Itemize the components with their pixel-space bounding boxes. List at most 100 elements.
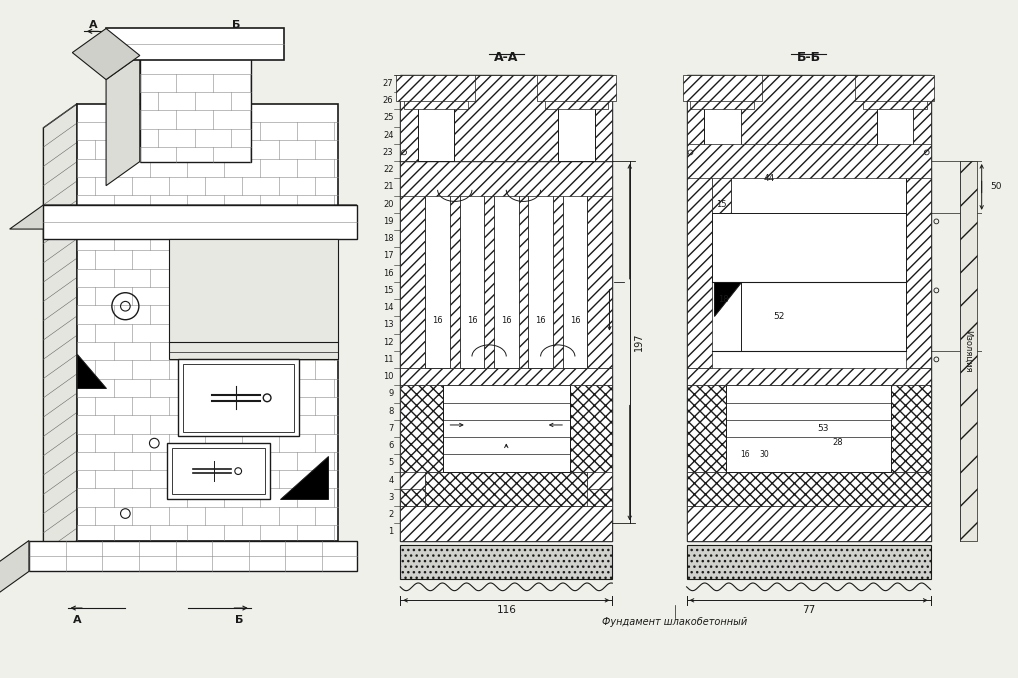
Text: 116: 116	[497, 605, 516, 615]
Text: 18: 18	[718, 294, 729, 304]
Bar	[712, 213, 905, 230]
Bar	[44, 205, 356, 239]
Text: 15: 15	[383, 286, 393, 295]
Text: Б: Б	[232, 20, 240, 30]
Polygon shape	[44, 104, 77, 565]
Bar	[686, 75, 930, 540]
Bar	[712, 161, 731, 213]
Bar	[494, 178, 518, 368]
Bar	[876, 75, 913, 161]
Text: 15: 15	[716, 199, 727, 209]
Text: 20: 20	[383, 199, 393, 209]
Bar	[528, 178, 553, 368]
Text: 21: 21	[383, 182, 393, 191]
Text: 5: 5	[388, 458, 393, 467]
Bar	[905, 161, 930, 368]
Bar	[863, 75, 926, 109]
Bar	[400, 506, 613, 540]
Bar	[29, 540, 356, 572]
Bar	[545, 75, 609, 109]
Text: 24: 24	[383, 131, 393, 140]
Text: А: А	[90, 20, 98, 30]
Text: 16: 16	[741, 450, 750, 459]
Bar	[558, 75, 595, 161]
Polygon shape	[0, 540, 29, 595]
Text: 16: 16	[501, 316, 512, 325]
Polygon shape	[72, 28, 139, 79]
Text: 1: 1	[388, 527, 393, 536]
Text: 2: 2	[388, 510, 393, 519]
Polygon shape	[280, 456, 328, 499]
Text: 19: 19	[383, 217, 393, 226]
Bar	[595, 75, 613, 161]
Bar	[178, 359, 299, 437]
Bar	[454, 75, 558, 161]
Bar	[553, 178, 563, 368]
Text: 16: 16	[383, 268, 393, 278]
Text: 44: 44	[764, 174, 775, 183]
Bar	[426, 178, 450, 368]
Text: 11: 11	[383, 355, 393, 364]
Bar	[167, 443, 270, 499]
Text: А: А	[73, 615, 81, 624]
Text: А-А: А-А	[494, 51, 518, 64]
Bar	[426, 471, 587, 506]
Text: 52: 52	[774, 312, 785, 321]
Bar	[913, 75, 930, 161]
Bar	[686, 471, 930, 506]
Text: 12: 12	[383, 338, 393, 346]
Bar	[77, 104, 338, 540]
Text: 27: 27	[383, 79, 393, 88]
Bar	[686, 385, 726, 471]
Text: 22: 22	[383, 165, 393, 174]
Text: 14: 14	[383, 303, 393, 312]
Bar	[443, 385, 570, 471]
Text: 50: 50	[991, 182, 1002, 191]
Text: 16: 16	[535, 316, 546, 325]
Text: Б-Б: Б-Б	[796, 51, 821, 64]
Bar	[518, 178, 528, 368]
Text: 197: 197	[634, 333, 644, 351]
Bar	[712, 213, 905, 230]
Bar	[400, 178, 426, 368]
Text: 17: 17	[383, 252, 393, 260]
Bar	[726, 385, 891, 471]
Bar	[417, 75, 454, 161]
Bar	[587, 178, 613, 368]
Bar	[459, 178, 485, 368]
Bar	[741, 75, 876, 161]
Bar	[404, 75, 467, 109]
Text: 4: 4	[388, 476, 393, 485]
Text: 3: 3	[388, 493, 393, 502]
Bar	[686, 144, 930, 178]
Bar	[106, 28, 284, 60]
Text: 13: 13	[383, 321, 393, 330]
Bar	[683, 75, 761, 100]
Bar	[485, 178, 494, 368]
Text: Фундамент шлакобетонный: Фундамент шлакобетонный	[603, 616, 747, 626]
Bar	[891, 385, 930, 471]
Bar	[731, 161, 905, 213]
Polygon shape	[77, 355, 106, 388]
Text: 53: 53	[817, 424, 829, 433]
Bar	[690, 75, 754, 109]
Text: 23: 23	[383, 148, 393, 157]
Text: 77: 77	[802, 605, 815, 615]
Bar	[400, 385, 426, 489]
Text: 8: 8	[388, 407, 393, 416]
Polygon shape	[714, 282, 741, 316]
Bar	[686, 545, 930, 579]
Bar	[169, 239, 338, 359]
Text: 18: 18	[383, 234, 393, 243]
Bar	[400, 161, 613, 195]
Bar	[686, 161, 712, 368]
Bar	[400, 75, 613, 540]
Text: 25: 25	[383, 113, 393, 123]
Text: 6: 6	[388, 441, 393, 450]
Bar	[538, 75, 616, 100]
Text: 9: 9	[388, 389, 393, 399]
Text: 16: 16	[433, 316, 443, 325]
Text: 16: 16	[466, 316, 477, 325]
Bar	[960, 161, 977, 540]
Bar	[450, 178, 459, 368]
